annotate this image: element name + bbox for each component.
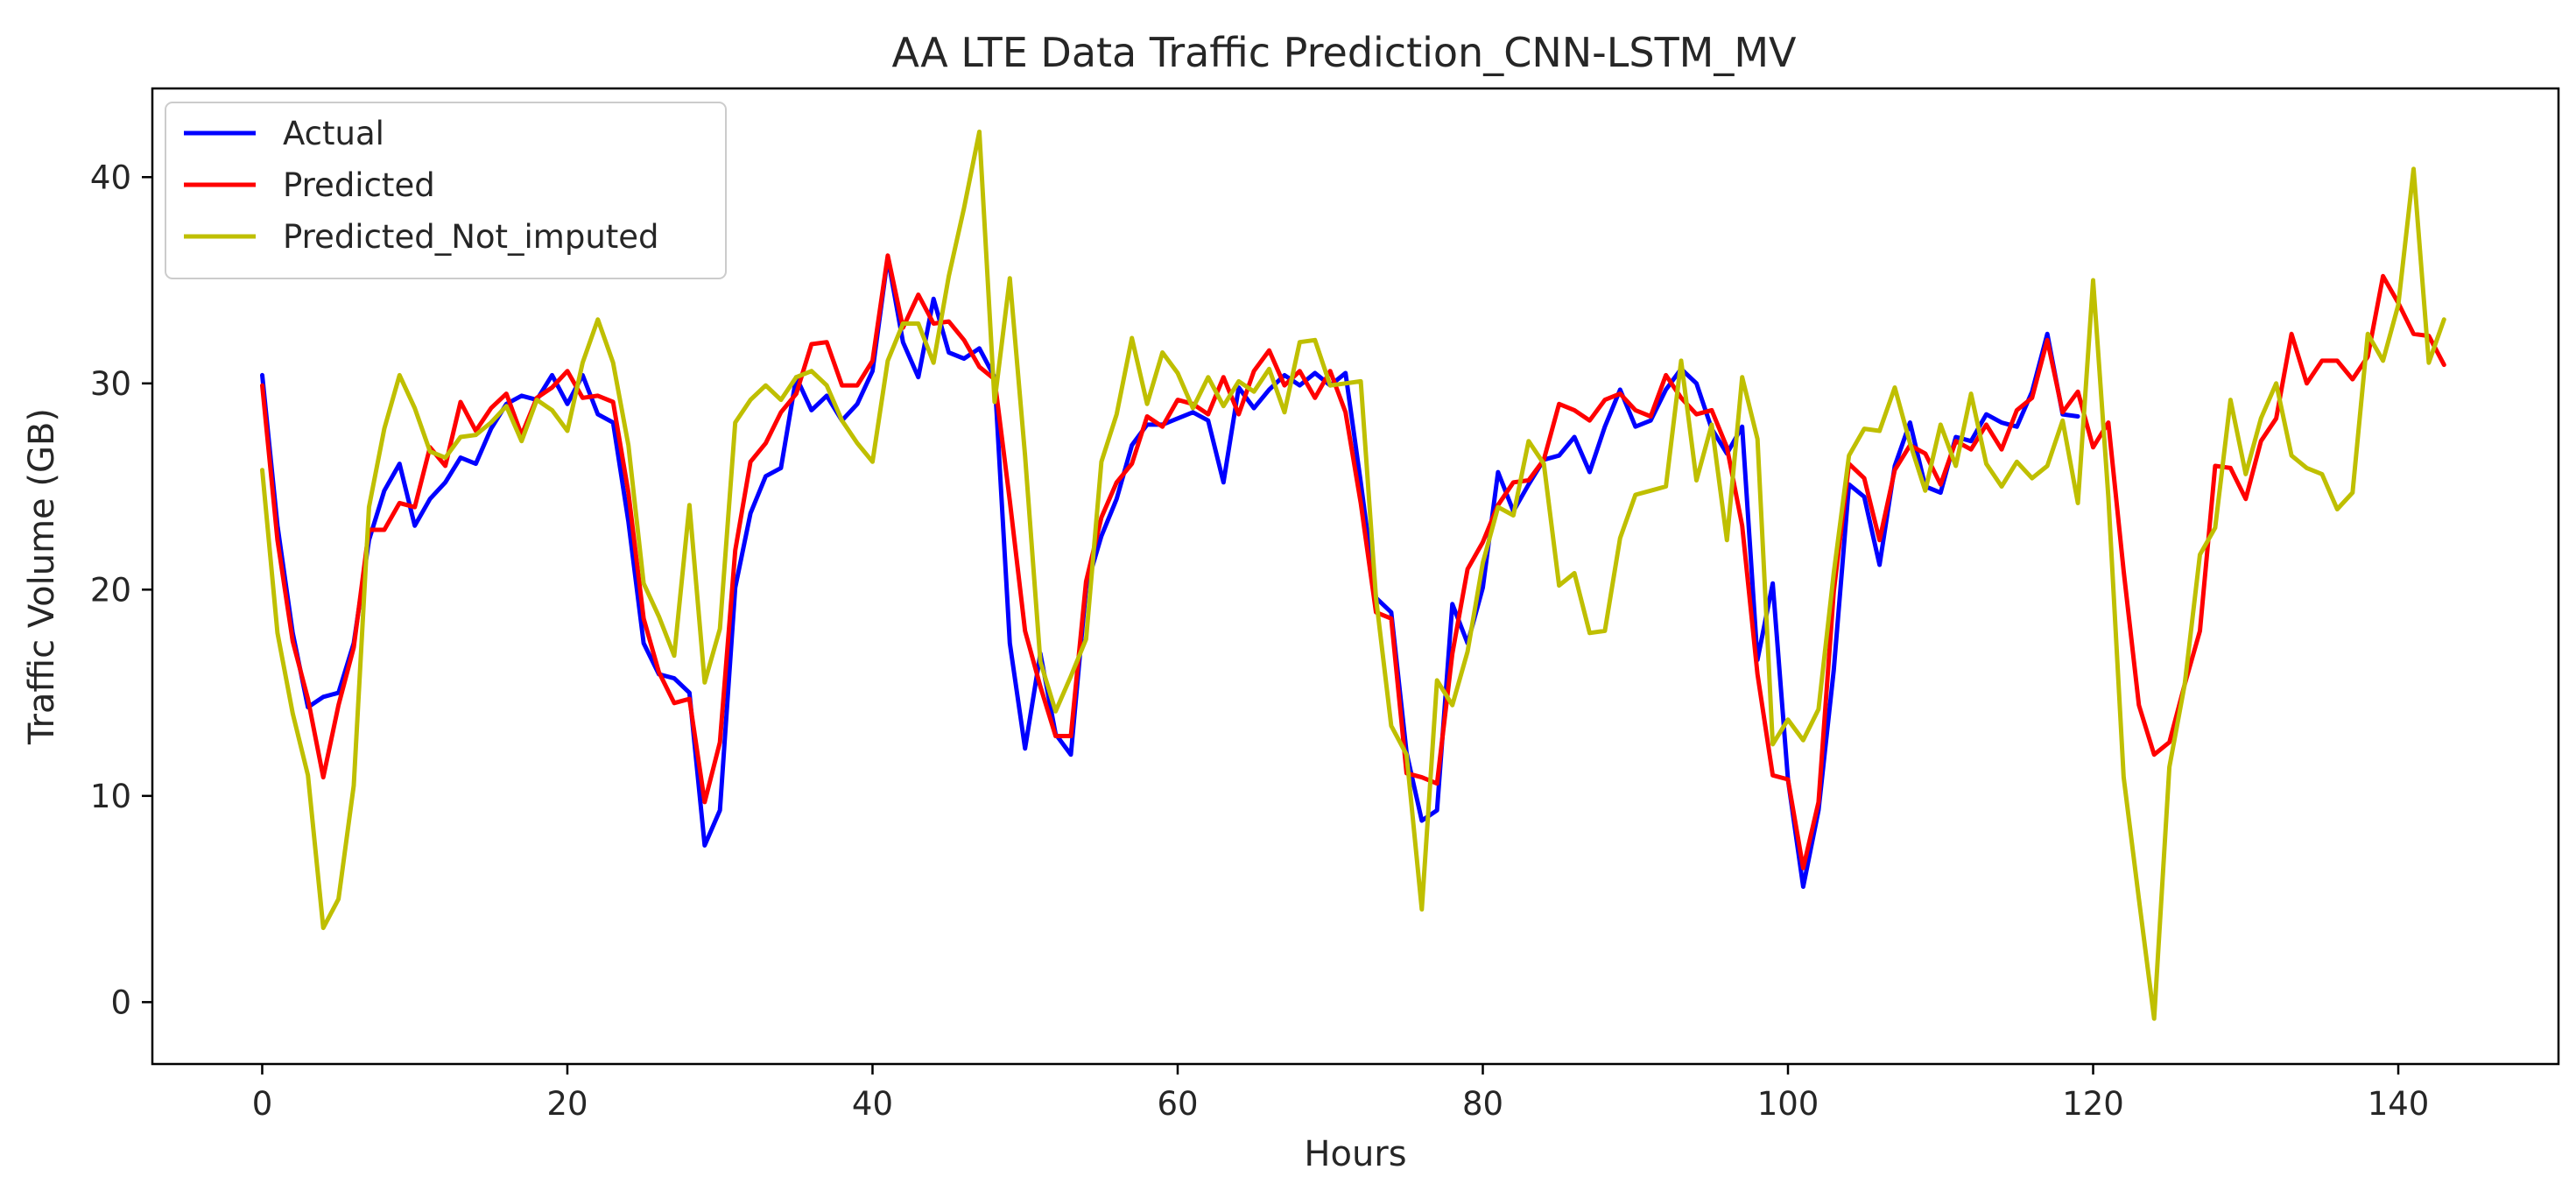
x-tick-label: 120 xyxy=(2062,1085,2124,1123)
plot-frame xyxy=(151,87,2560,1066)
y-tick-label: 40 xyxy=(90,159,131,196)
series-line-predicted-not-imputed xyxy=(260,130,2446,1021)
x-tick-label: 100 xyxy=(1757,1085,1819,1123)
x-tick-label: 140 xyxy=(2368,1085,2430,1123)
legend-label-predicted-not-imputed: Predicted_Not_imputed xyxy=(283,218,659,256)
y-tick-label: 30 xyxy=(90,365,131,403)
x-tick-label: 20 xyxy=(546,1085,588,1123)
series-line-actual xyxy=(260,255,2080,889)
y-axis: 0 10 20 30 40 xyxy=(90,159,152,1021)
series-line-predicted xyxy=(260,253,2446,870)
y-axis-label: Traffic Volume (GB) xyxy=(22,408,62,745)
x-tick-label: 40 xyxy=(852,1085,893,1123)
x-tick-label: 80 xyxy=(1462,1085,1503,1123)
series-layer xyxy=(260,130,2446,1021)
x-tick-label: 60 xyxy=(1157,1085,1198,1123)
y-tick-label: 20 xyxy=(90,571,131,609)
x-tick-label: 0 xyxy=(252,1085,273,1123)
legend-label-actual: Actual xyxy=(283,115,384,152)
y-tick-label: 10 xyxy=(90,778,131,815)
legend-label-predicted: Predicted xyxy=(283,166,435,204)
legend-entries: Actual Predicted Predicted_Not_imputed xyxy=(184,115,659,256)
legend-box xyxy=(165,102,727,279)
chart-title: AA LTE Data Traffic Prediction_CNN-LSTM_… xyxy=(891,29,1797,76)
y-tick-label: 0 xyxy=(110,983,131,1021)
x-axis-label: Hours xyxy=(1304,1134,1406,1174)
x-axis: 0 20 40 60 80 100 120 140 xyxy=(252,1064,2430,1123)
legend: Actual Predicted Predicted_Not_imputed xyxy=(165,102,727,279)
